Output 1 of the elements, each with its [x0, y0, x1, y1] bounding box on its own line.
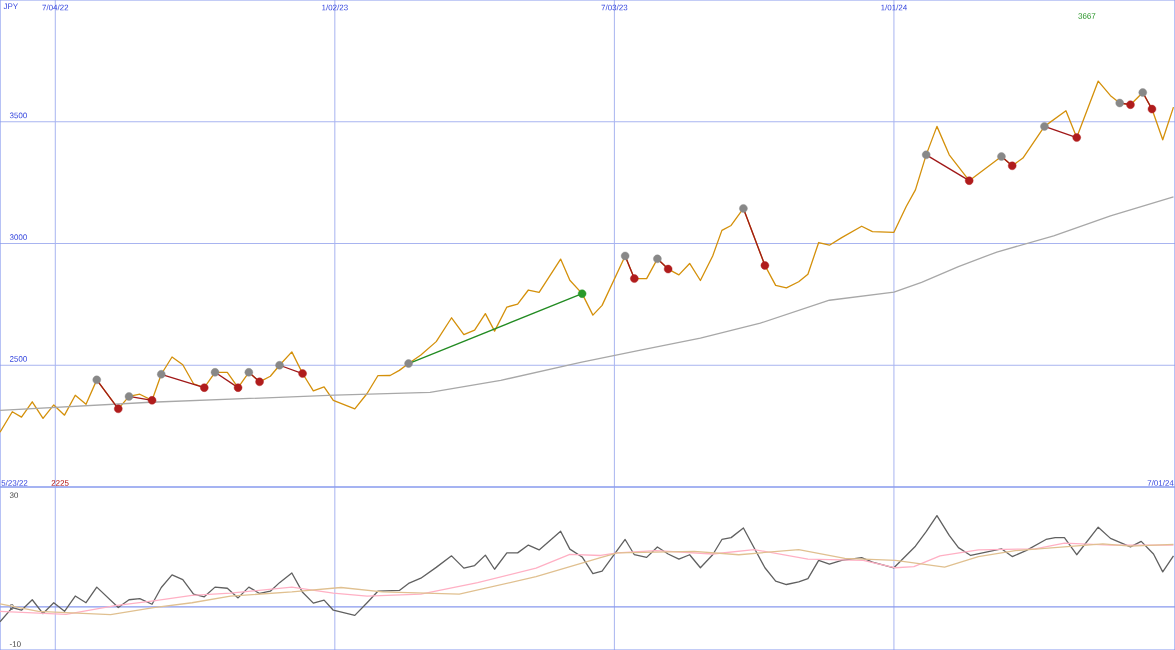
- line-series: [0, 515, 1175, 623]
